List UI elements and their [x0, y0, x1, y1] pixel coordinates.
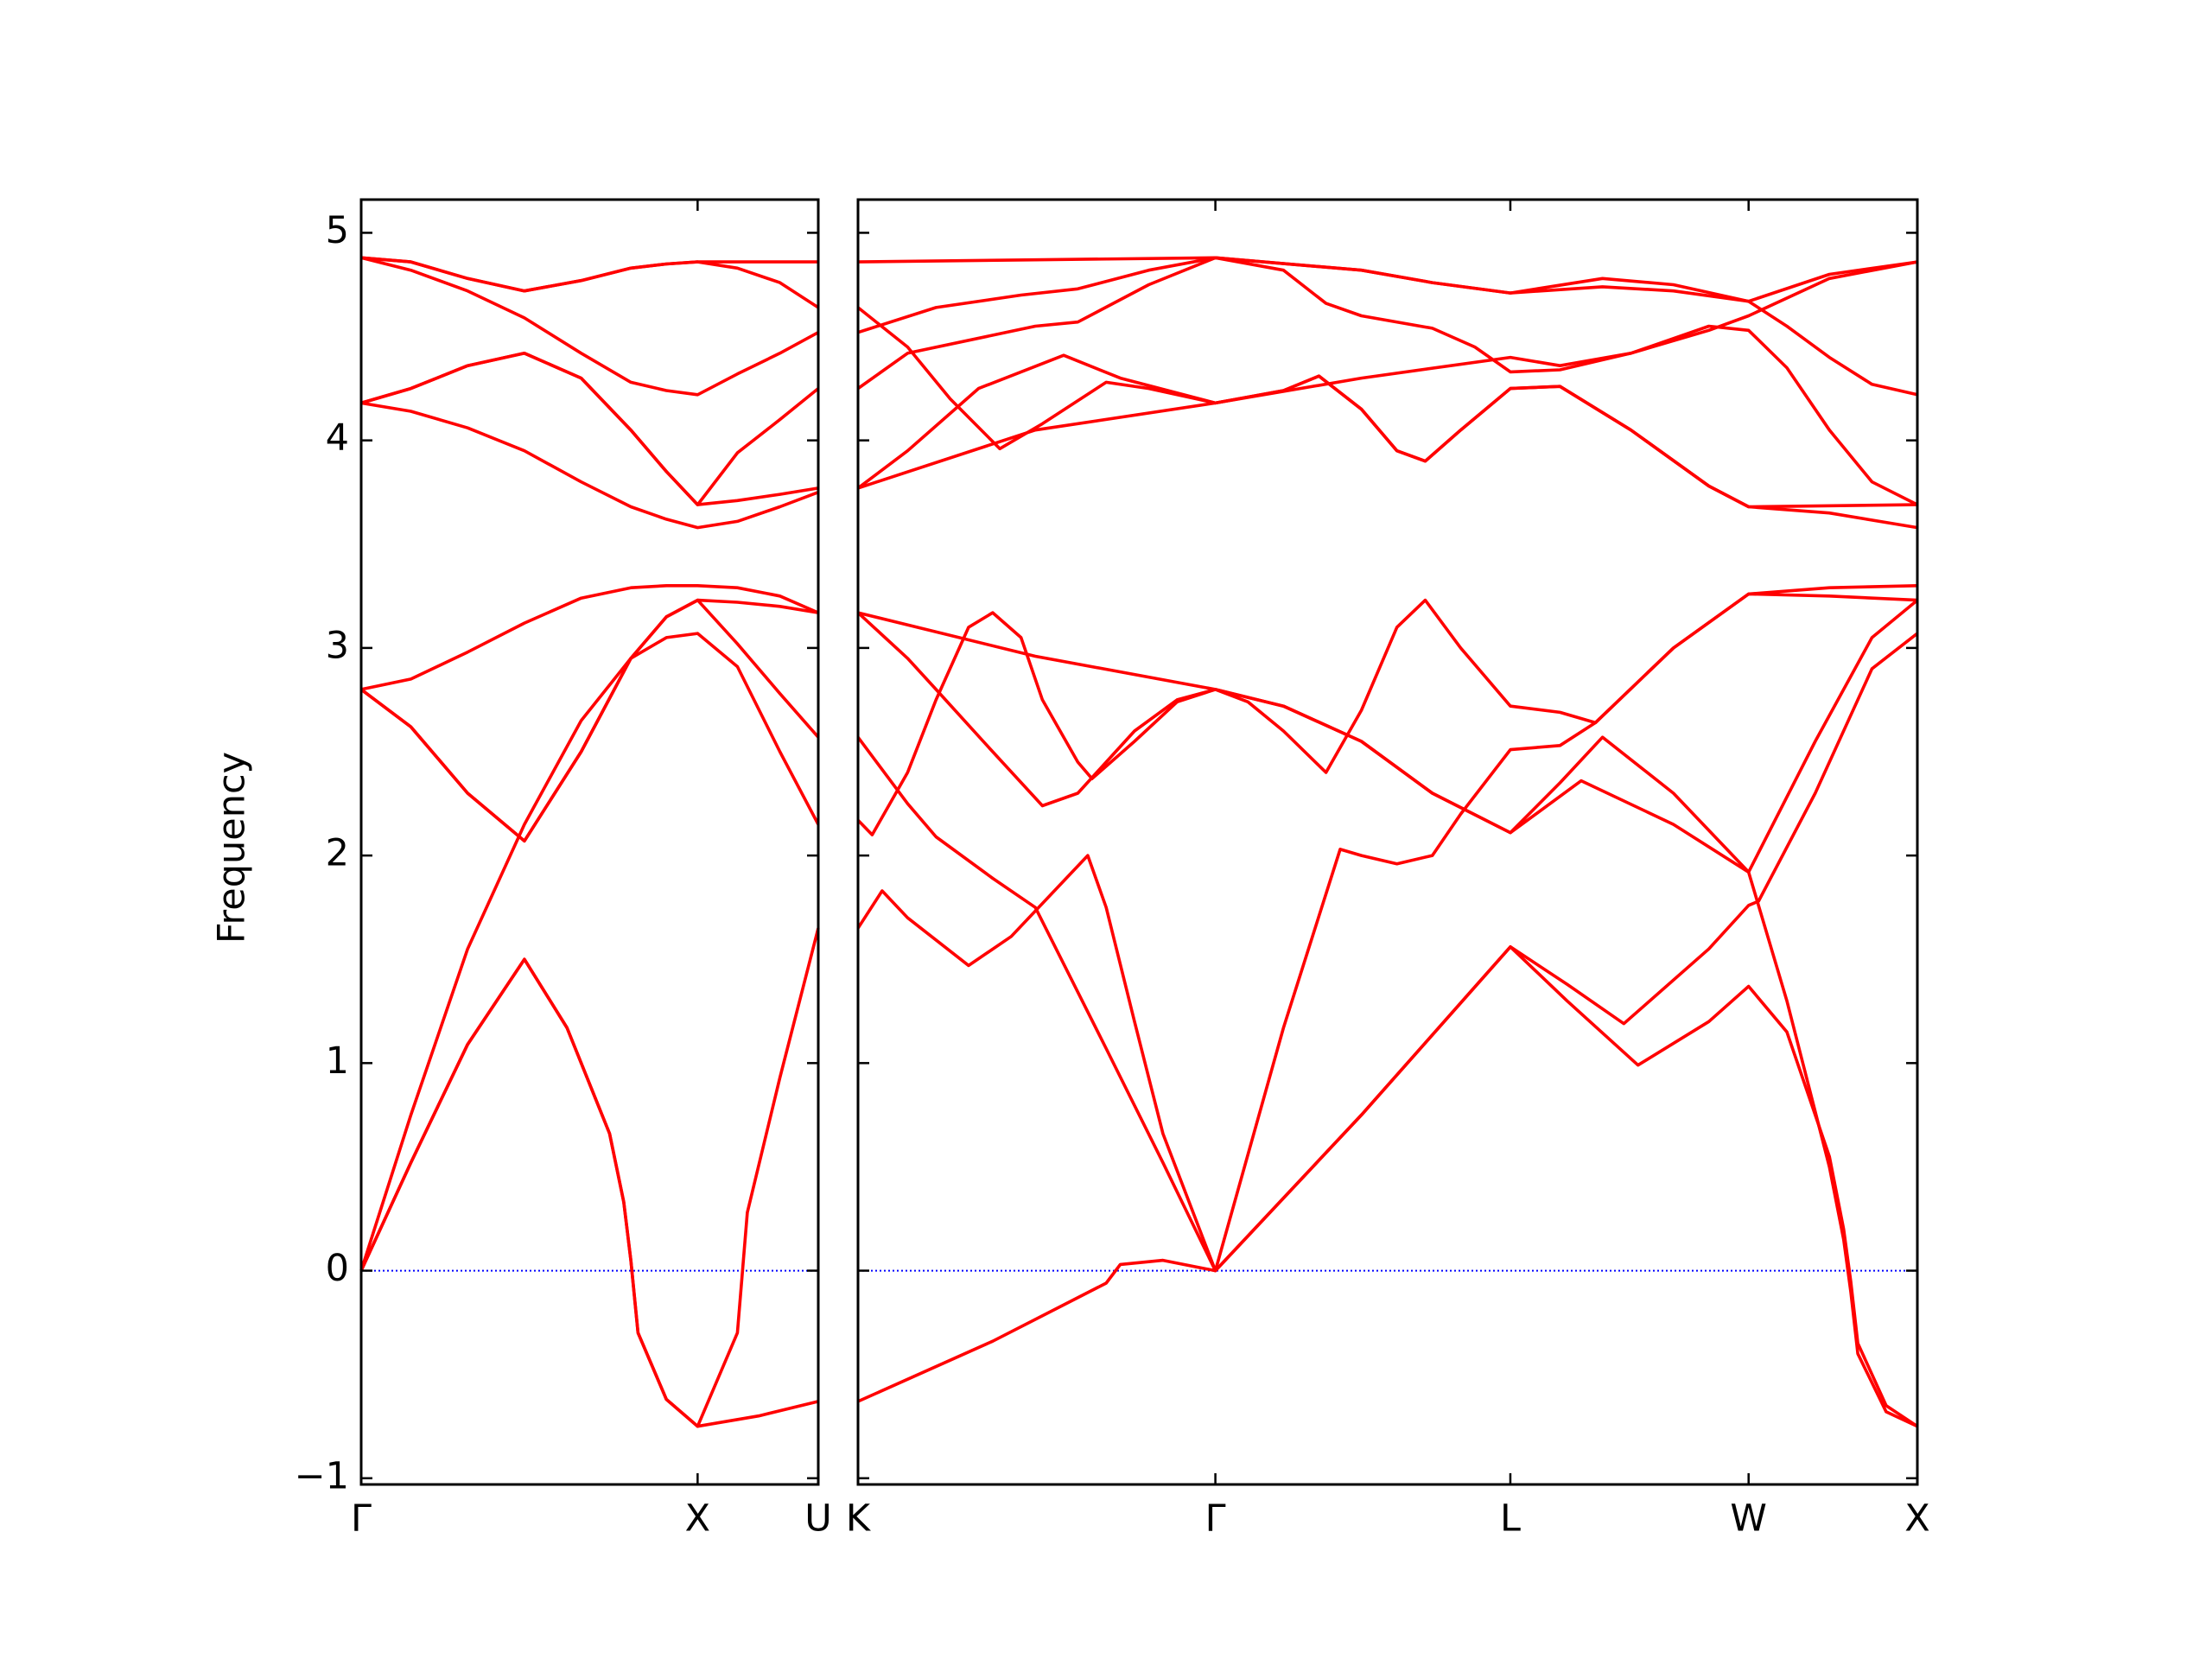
- x-tick-label: U: [804, 1497, 831, 1541]
- band-line: [856, 584, 1918, 1273]
- band-line: [856, 599, 1919, 874]
- y-tick-label: 4: [326, 416, 349, 460]
- plot-frame: [856, 198, 1919, 1486]
- band-line: [857, 611, 1918, 1428]
- band-line: [359, 598, 820, 843]
- y-tick-label: 0: [326, 1247, 349, 1290]
- y-tick-label: 3: [326, 624, 349, 667]
- band-line: [360, 352, 819, 506]
- x-tick-label: L: [1500, 1497, 1521, 1541]
- band-line: [360, 256, 819, 309]
- x-tick-label: X: [1904, 1497, 1929, 1541]
- y-tick-label: −1: [295, 1454, 349, 1497]
- band-line: [856, 256, 1918, 391]
- band-line: [360, 256, 818, 293]
- band-line: [856, 592, 1918, 836]
- band-line: [856, 353, 1918, 509]
- band-line: [360, 584, 819, 691]
- band-line: [359, 957, 819, 1428]
- band-line: [359, 927, 820, 1428]
- y-tick-label: 2: [326, 832, 349, 875]
- plot-frame: [359, 198, 820, 1486]
- x-tick-label: X: [685, 1497, 710, 1541]
- band-line: [360, 401, 819, 530]
- band-line: [857, 374, 1918, 530]
- y-axis-label: Frequency: [211, 752, 254, 944]
- band-line: [856, 632, 1919, 1273]
- band-line: [856, 306, 1918, 506]
- x-tick-label: K: [846, 1497, 872, 1541]
- band-line: [360, 352, 820, 506]
- x-tick-label: Γ: [351, 1497, 372, 1541]
- band-line: [857, 945, 1918, 1428]
- band-line: [359, 598, 819, 843]
- band-line: [359, 632, 820, 1272]
- y-tick-label: 5: [326, 209, 349, 252]
- band-line: [360, 256, 819, 397]
- x-tick-label: Γ: [1205, 1497, 1226, 1541]
- band-line: [857, 256, 1918, 397]
- y-tick-label: 1: [326, 1039, 349, 1083]
- x-tick-label: W: [1730, 1497, 1767, 1541]
